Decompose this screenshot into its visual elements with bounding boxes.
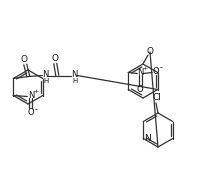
Text: -: - (159, 63, 162, 72)
Text: Cl: Cl (152, 93, 161, 102)
Text: +: + (143, 66, 148, 71)
Text: N: N (144, 134, 151, 143)
Text: O: O (28, 108, 35, 117)
Text: H: H (72, 78, 77, 84)
Text: O: O (21, 55, 28, 64)
Text: +: + (33, 89, 38, 94)
Text: N: N (43, 70, 49, 79)
Text: N: N (28, 91, 34, 100)
Text: N: N (138, 68, 144, 77)
Text: O: O (137, 85, 144, 94)
Text: N: N (72, 70, 78, 79)
Text: O: O (52, 53, 59, 62)
Text: O: O (147, 46, 153, 55)
Text: O: O (153, 67, 160, 76)
Text: H: H (43, 78, 48, 84)
Text: -: - (34, 105, 37, 114)
